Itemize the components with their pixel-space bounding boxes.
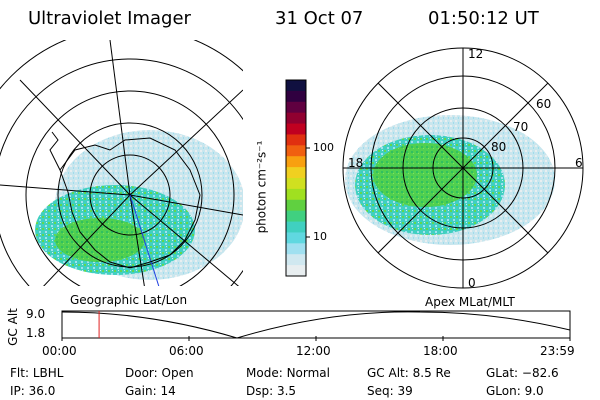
gain-value: 14	[160, 384, 176, 398]
geographic-map	[0, 40, 243, 286]
aurora-core-left	[55, 218, 145, 262]
altitude-x-tick-label: 18:00	[423, 344, 458, 358]
colorbar-tick-10: 10	[313, 230, 327, 243]
mlt-label-12: 12	[468, 47, 484, 61]
left-map-label: Geographic Lat/Lon	[70, 293, 187, 307]
dsp-value: 3.5	[276, 384, 297, 398]
mlt-label-6: 6	[575, 156, 583, 170]
glat-field: GLat: −82.6	[486, 366, 559, 380]
altitude-curve	[61, 311, 571, 339]
altitude-y-tick-max: 9.0	[26, 307, 46, 321]
altitude-x-tick-label: 23:59	[540, 344, 575, 358]
colorbar-segment	[286, 101, 306, 114]
colorbar-segment	[286, 243, 306, 255]
aurora-core-right	[373, 143, 477, 207]
dsp-field: Dsp: 3.5	[246, 384, 297, 398]
colorbar	[285, 79, 307, 277]
mlat-label-70: 70	[513, 120, 529, 134]
colorbar-unit-label: photon cm⁻²s⁻¹	[254, 140, 269, 234]
altitude-x-tick-label: 12:00	[296, 344, 331, 358]
mode-value: Normal	[286, 366, 330, 380]
ip-field: IP: 36.0	[10, 384, 56, 398]
door-value: Open	[161, 366, 194, 380]
colorbar-segment	[286, 265, 306, 277]
coastline	[59, 137, 201, 269]
right-map-label: Apex MLat/MLT	[425, 295, 515, 309]
colorbar-tick-100: 100	[313, 141, 334, 154]
altitude-axis-label: GC Alt	[5, 308, 20, 346]
mlt-label-18: 18	[348, 156, 364, 170]
mlat-label-60: 60	[536, 97, 552, 111]
gcalt-field: GC Alt: 8.5 Re	[367, 366, 451, 380]
colorbar-segment	[286, 156, 306, 168]
ip-value: 36.0	[28, 384, 56, 398]
door-field: Door: Open	[125, 366, 194, 380]
gain-field: Gain: 14	[125, 384, 176, 398]
colorbar-segment	[286, 221, 306, 233]
colorbar-segment	[286, 134, 306, 146]
apex-polar-map	[342, 47, 584, 289]
colorbar-segment	[286, 123, 306, 135]
seq-field: Seq: 39	[367, 384, 413, 398]
filter-field: Flt: LBHL	[10, 366, 64, 380]
image-date: 31 Oct 07	[275, 8, 364, 29]
altitude-strip	[61, 310, 571, 341]
colorbar-segment	[286, 80, 306, 92]
glat-value: −82.6	[521, 366, 559, 380]
colorbar-segment	[286, 232, 306, 244]
altitude-y-tick-min: 1.8	[26, 326, 46, 340]
mlt-label-0: 0	[468, 276, 476, 290]
seq-value: 39	[397, 384, 413, 398]
glon-value: 9.0	[524, 384, 544, 398]
instrument-title: Ultraviolet Imager	[28, 8, 191, 29]
filter-value: LBHL	[32, 366, 64, 380]
colorbar-outline	[285, 79, 307, 277]
colorbar-segment	[286, 188, 306, 201]
colorbar-segment	[286, 145, 306, 157]
colorbar-segment	[286, 167, 306, 179]
gcalt-value: 8.5 Re	[412, 366, 451, 380]
colorbar-segment	[286, 210, 306, 223]
altitude-x-tick-label: 06:00	[169, 344, 204, 358]
colorbar-segment	[286, 199, 306, 212]
image-time: 01:50:12 UT	[428, 8, 539, 29]
colorbar-segment	[286, 90, 306, 103]
colorbar-segment	[286, 178, 306, 190]
altitude-x-tick-label: 00:00	[42, 344, 77, 358]
colorbar-segment	[286, 254, 306, 266]
mlat-label-80: 80	[491, 140, 507, 154]
glon-field: GLon: 9.0	[486, 384, 544, 398]
mode-field: Mode: Normal	[246, 366, 330, 380]
colorbar-segment	[286, 112, 306, 125]
